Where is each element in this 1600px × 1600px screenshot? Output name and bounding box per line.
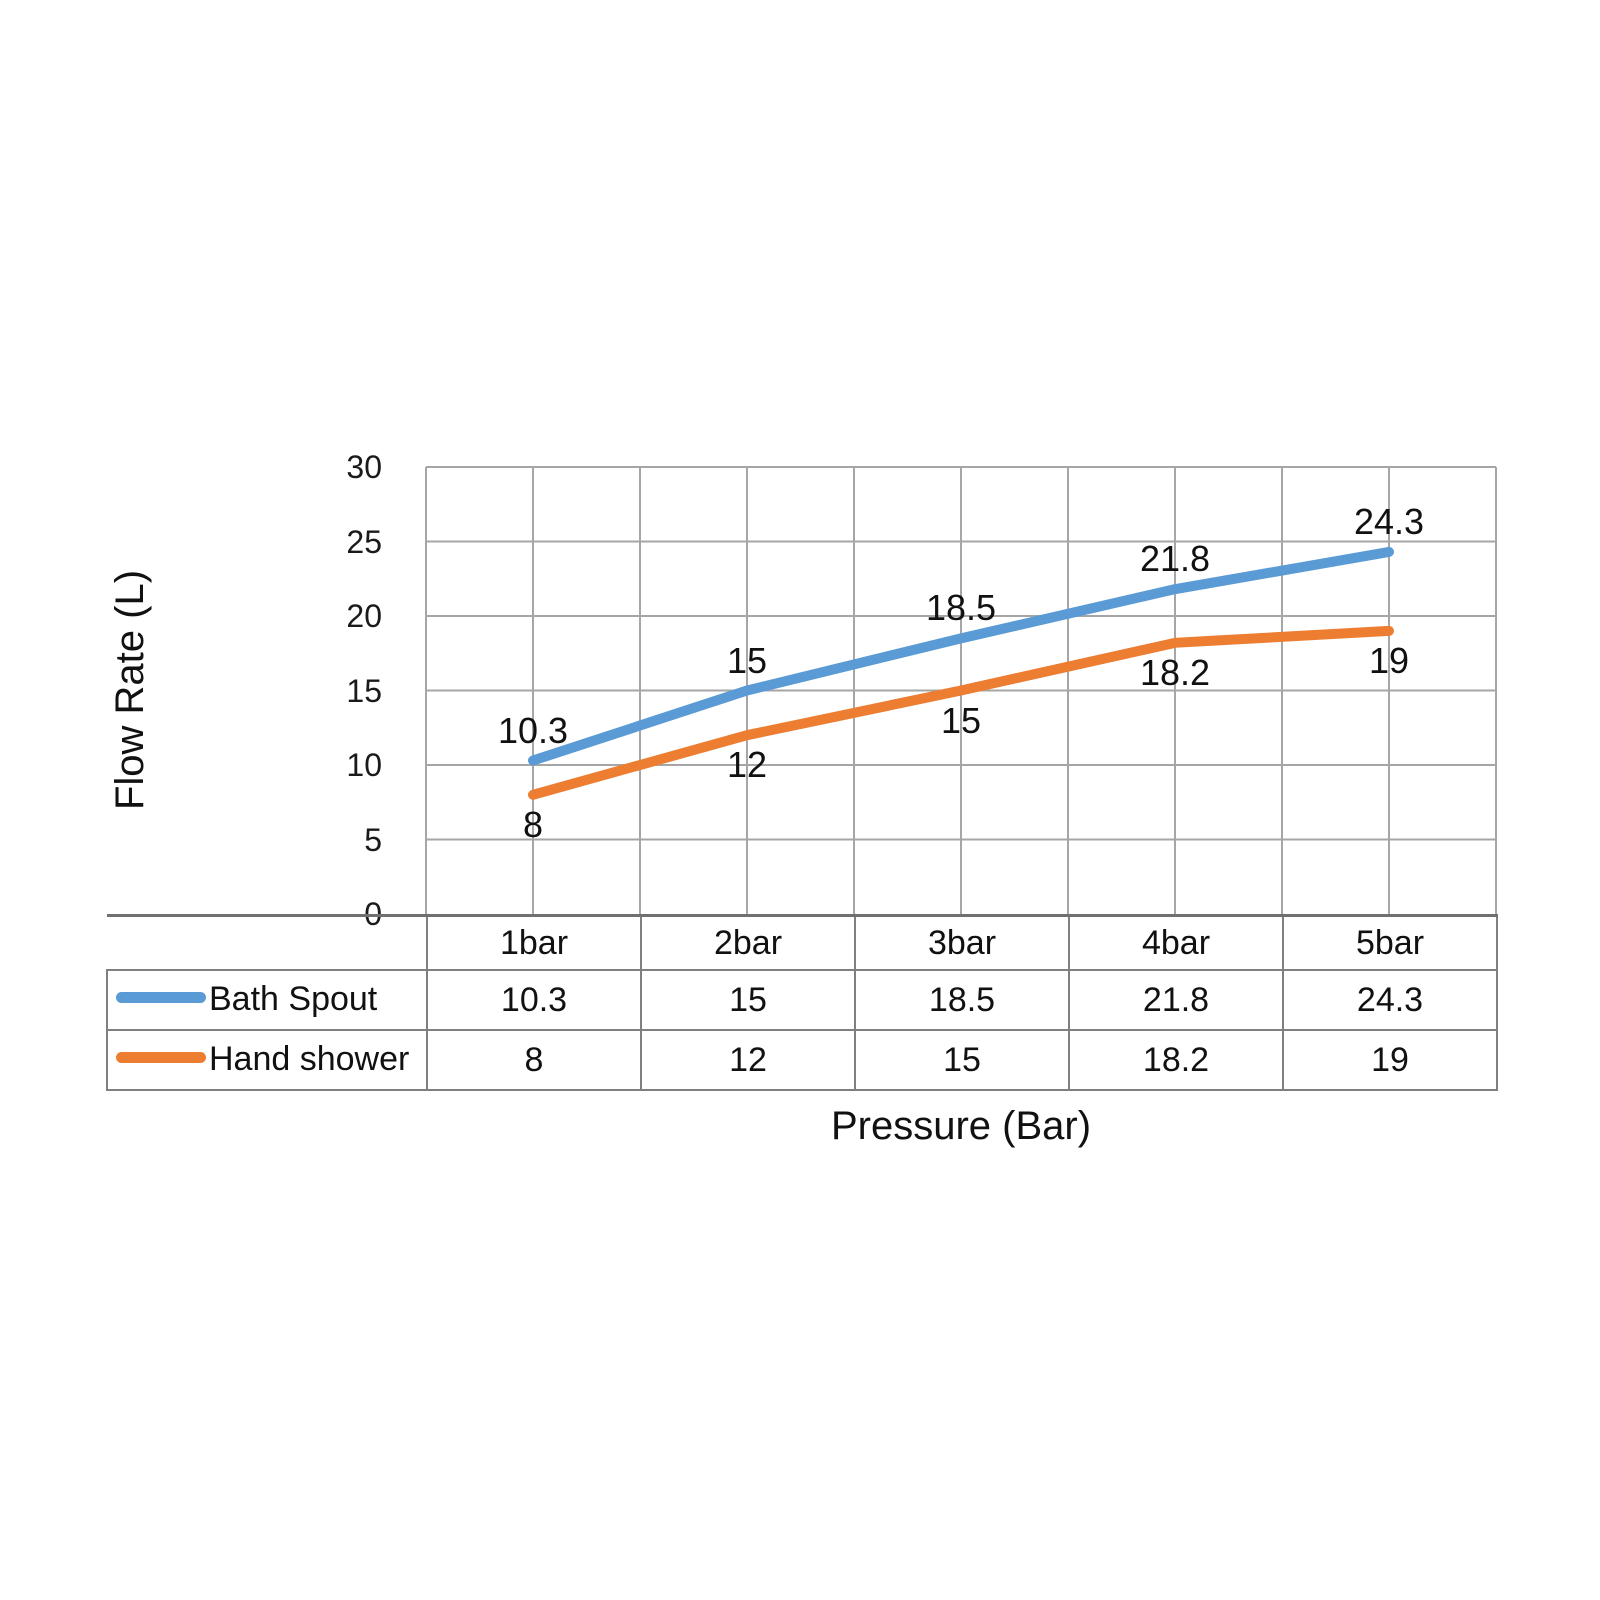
y-tick-label-10: 10 — [346, 747, 382, 783]
value-cell-bath-spout-5bar: 24.3 — [1282, 969, 1498, 1031]
table-row-bath-spout: Bath Spout 10.3 15 18.5 21.8 24.3 — [106, 969, 1498, 1031]
series-line-bath-spout — [528, 546, 1394, 766]
legend-label-bath-spout: Bath Spout — [209, 979, 378, 1018]
category-cell-5bar: 5bar — [1282, 914, 1498, 971]
legend-cell-hand-shower: Hand shower — [106, 1029, 428, 1091]
series-line-hand-shower — [528, 625, 1394, 800]
data-label-hand-shower-3bar: 15 — [940, 699, 982, 741]
plot-area — [425, 466, 1497, 914]
data-label-hand-shower-4bar: 18.2 — [1139, 651, 1211, 693]
value-cell-hand-shower-1bar: 8 — [426, 1029, 642, 1091]
value-cell-bath-spout-3bar: 18.5 — [854, 969, 1070, 1031]
category-cell-1bar: 1bar — [426, 914, 642, 971]
legend-label-hand-shower: Hand shower — [209, 1039, 410, 1078]
table-row-hand-shower: Hand shower 8 12 15 18.2 19 — [106, 1029, 1498, 1091]
value-cell-bath-spout-2bar: 15 — [640, 969, 856, 1031]
data-label-bath-spout-1bar: 10.3 — [497, 709, 569, 751]
data-label-hand-shower-2bar: 12 — [726, 744, 768, 786]
value-cell-hand-shower-5bar: 19 — [1282, 1029, 1498, 1091]
legend-key-hand-shower-icon — [116, 1052, 206, 1064]
category-cell-4bar: 4bar — [1068, 914, 1284, 971]
x-axis-title: Pressure (Bar) — [830, 1104, 1092, 1148]
category-cell-2bar: 2bar — [640, 914, 856, 971]
data-label-bath-spout-5bar: 24.3 — [1353, 500, 1425, 542]
value-cell-bath-spout-4bar: 21.8 — [1068, 969, 1284, 1031]
table-corner-blank — [107, 914, 427, 970]
value-cell-hand-shower-2bar: 12 — [640, 1029, 856, 1091]
data-table: 1bar 2bar 3bar 4bar 5bar Bath Spout 10.3 15 18.5… — [106, 914, 1498, 1091]
table-category-row: 1bar 2bar 3bar 4bar 5bar — [107, 914, 1498, 971]
value-cell-bath-spout-1bar: 10.3 — [426, 969, 642, 1031]
y-tick-label-5: 5 — [364, 821, 382, 858]
category-cell-3bar: 3bar — [854, 914, 1070, 971]
data-label-bath-spout-3bar: 18.5 — [925, 587, 997, 629]
y-tick-label-20: 20 — [346, 598, 382, 634]
data-label-bath-spout-2bar: 15 — [726, 639, 768, 681]
data-label-hand-shower-5bar: 19 — [1368, 639, 1410, 681]
value-cell-hand-shower-4bar: 18.2 — [1068, 1029, 1284, 1091]
y-axis-title: Flow Rate (L) — [108, 569, 152, 811]
legend-key-bath-spout-icon — [116, 992, 206, 1004]
data-label-hand-shower-1bar: 8 — [522, 803, 544, 845]
value-cell-hand-shower-3bar: 15 — [854, 1029, 1070, 1091]
legend-cell-bath-spout: Bath Spout — [106, 969, 428, 1031]
y-tick-label-25: 25 — [346, 523, 382, 560]
y-tick-label-15: 15 — [346, 672, 382, 709]
y-tick-label-30: 30 — [346, 449, 382, 485]
data-label-bath-spout-4bar: 21.8 — [1139, 538, 1211, 580]
